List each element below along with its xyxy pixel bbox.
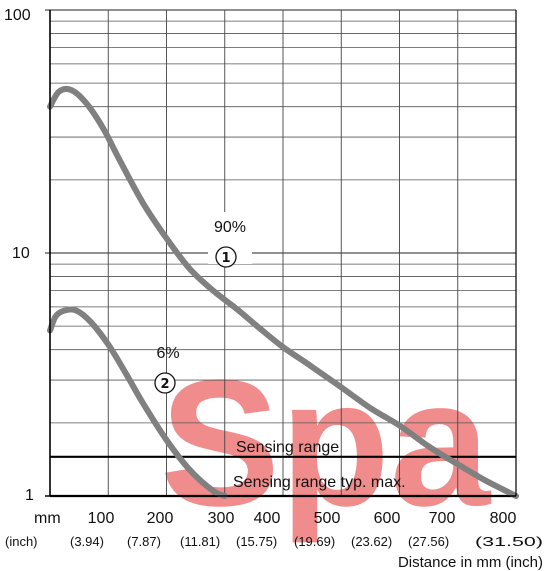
marker-2-icon: 2 bbox=[154, 372, 176, 394]
x-tick-label: 100 bbox=[88, 510, 115, 527]
x-axis-title: Distance in mm (inch) bbox=[398, 554, 543, 571]
x-tick-sublabel: (15.75) bbox=[236, 534, 277, 549]
x-tick-sublabel: (27.56) bbox=[408, 534, 449, 549]
y-tick-label-1: 1 bbox=[25, 487, 34, 504]
x-tick-label: 200 bbox=[147, 510, 174, 527]
series-line-2 bbox=[47, 306, 228, 499]
svg-text:1: 1 bbox=[221, 251, 230, 266]
x-tick-label: 300 bbox=[208, 510, 235, 527]
band-label-sensing-range-typ-max: Sensing range typ. max. bbox=[233, 474, 406, 491]
x-tick-label: 800 bbox=[490, 510, 517, 527]
x-tick-label: 500 bbox=[314, 510, 341, 527]
axes bbox=[45, 10, 517, 497]
x-unit-label: mm bbox=[34, 510, 61, 527]
x-unit-sublabel: (inch) bbox=[5, 534, 38, 549]
series-label-90: 90% bbox=[214, 219, 246, 236]
series-line-1 bbox=[47, 85, 519, 499]
x-tick-sublabel: (23.62) bbox=[351, 534, 392, 549]
series-label-6: 6% bbox=[156, 345, 179, 362]
x-tick-label: 700 bbox=[429, 510, 456, 527]
curves bbox=[47, 85, 519, 499]
x-tick-sublabel: (7.87) bbox=[127, 534, 161, 549]
marker-1-icon: 1 bbox=[215, 246, 237, 268]
y-tick-label-10: 10 bbox=[12, 245, 30, 262]
x-tick-label: 600 bbox=[374, 510, 401, 527]
grid bbox=[45, 9, 517, 497]
x-tick-sublabel: (3.94) bbox=[70, 534, 104, 549]
x-tick-sublabel: (11.81) bbox=[180, 534, 220, 549]
svg-text:2: 2 bbox=[160, 377, 169, 392]
x-tick-sublabel: (19.69) bbox=[294, 534, 335, 549]
x-tick-label: 400 bbox=[254, 510, 281, 527]
x-tick-sublabel: (31.50) bbox=[475, 534, 543, 549]
band-label-sensing-range: Sensing range bbox=[236, 439, 339, 456]
y-tick-label-100: 100 bbox=[4, 7, 31, 24]
